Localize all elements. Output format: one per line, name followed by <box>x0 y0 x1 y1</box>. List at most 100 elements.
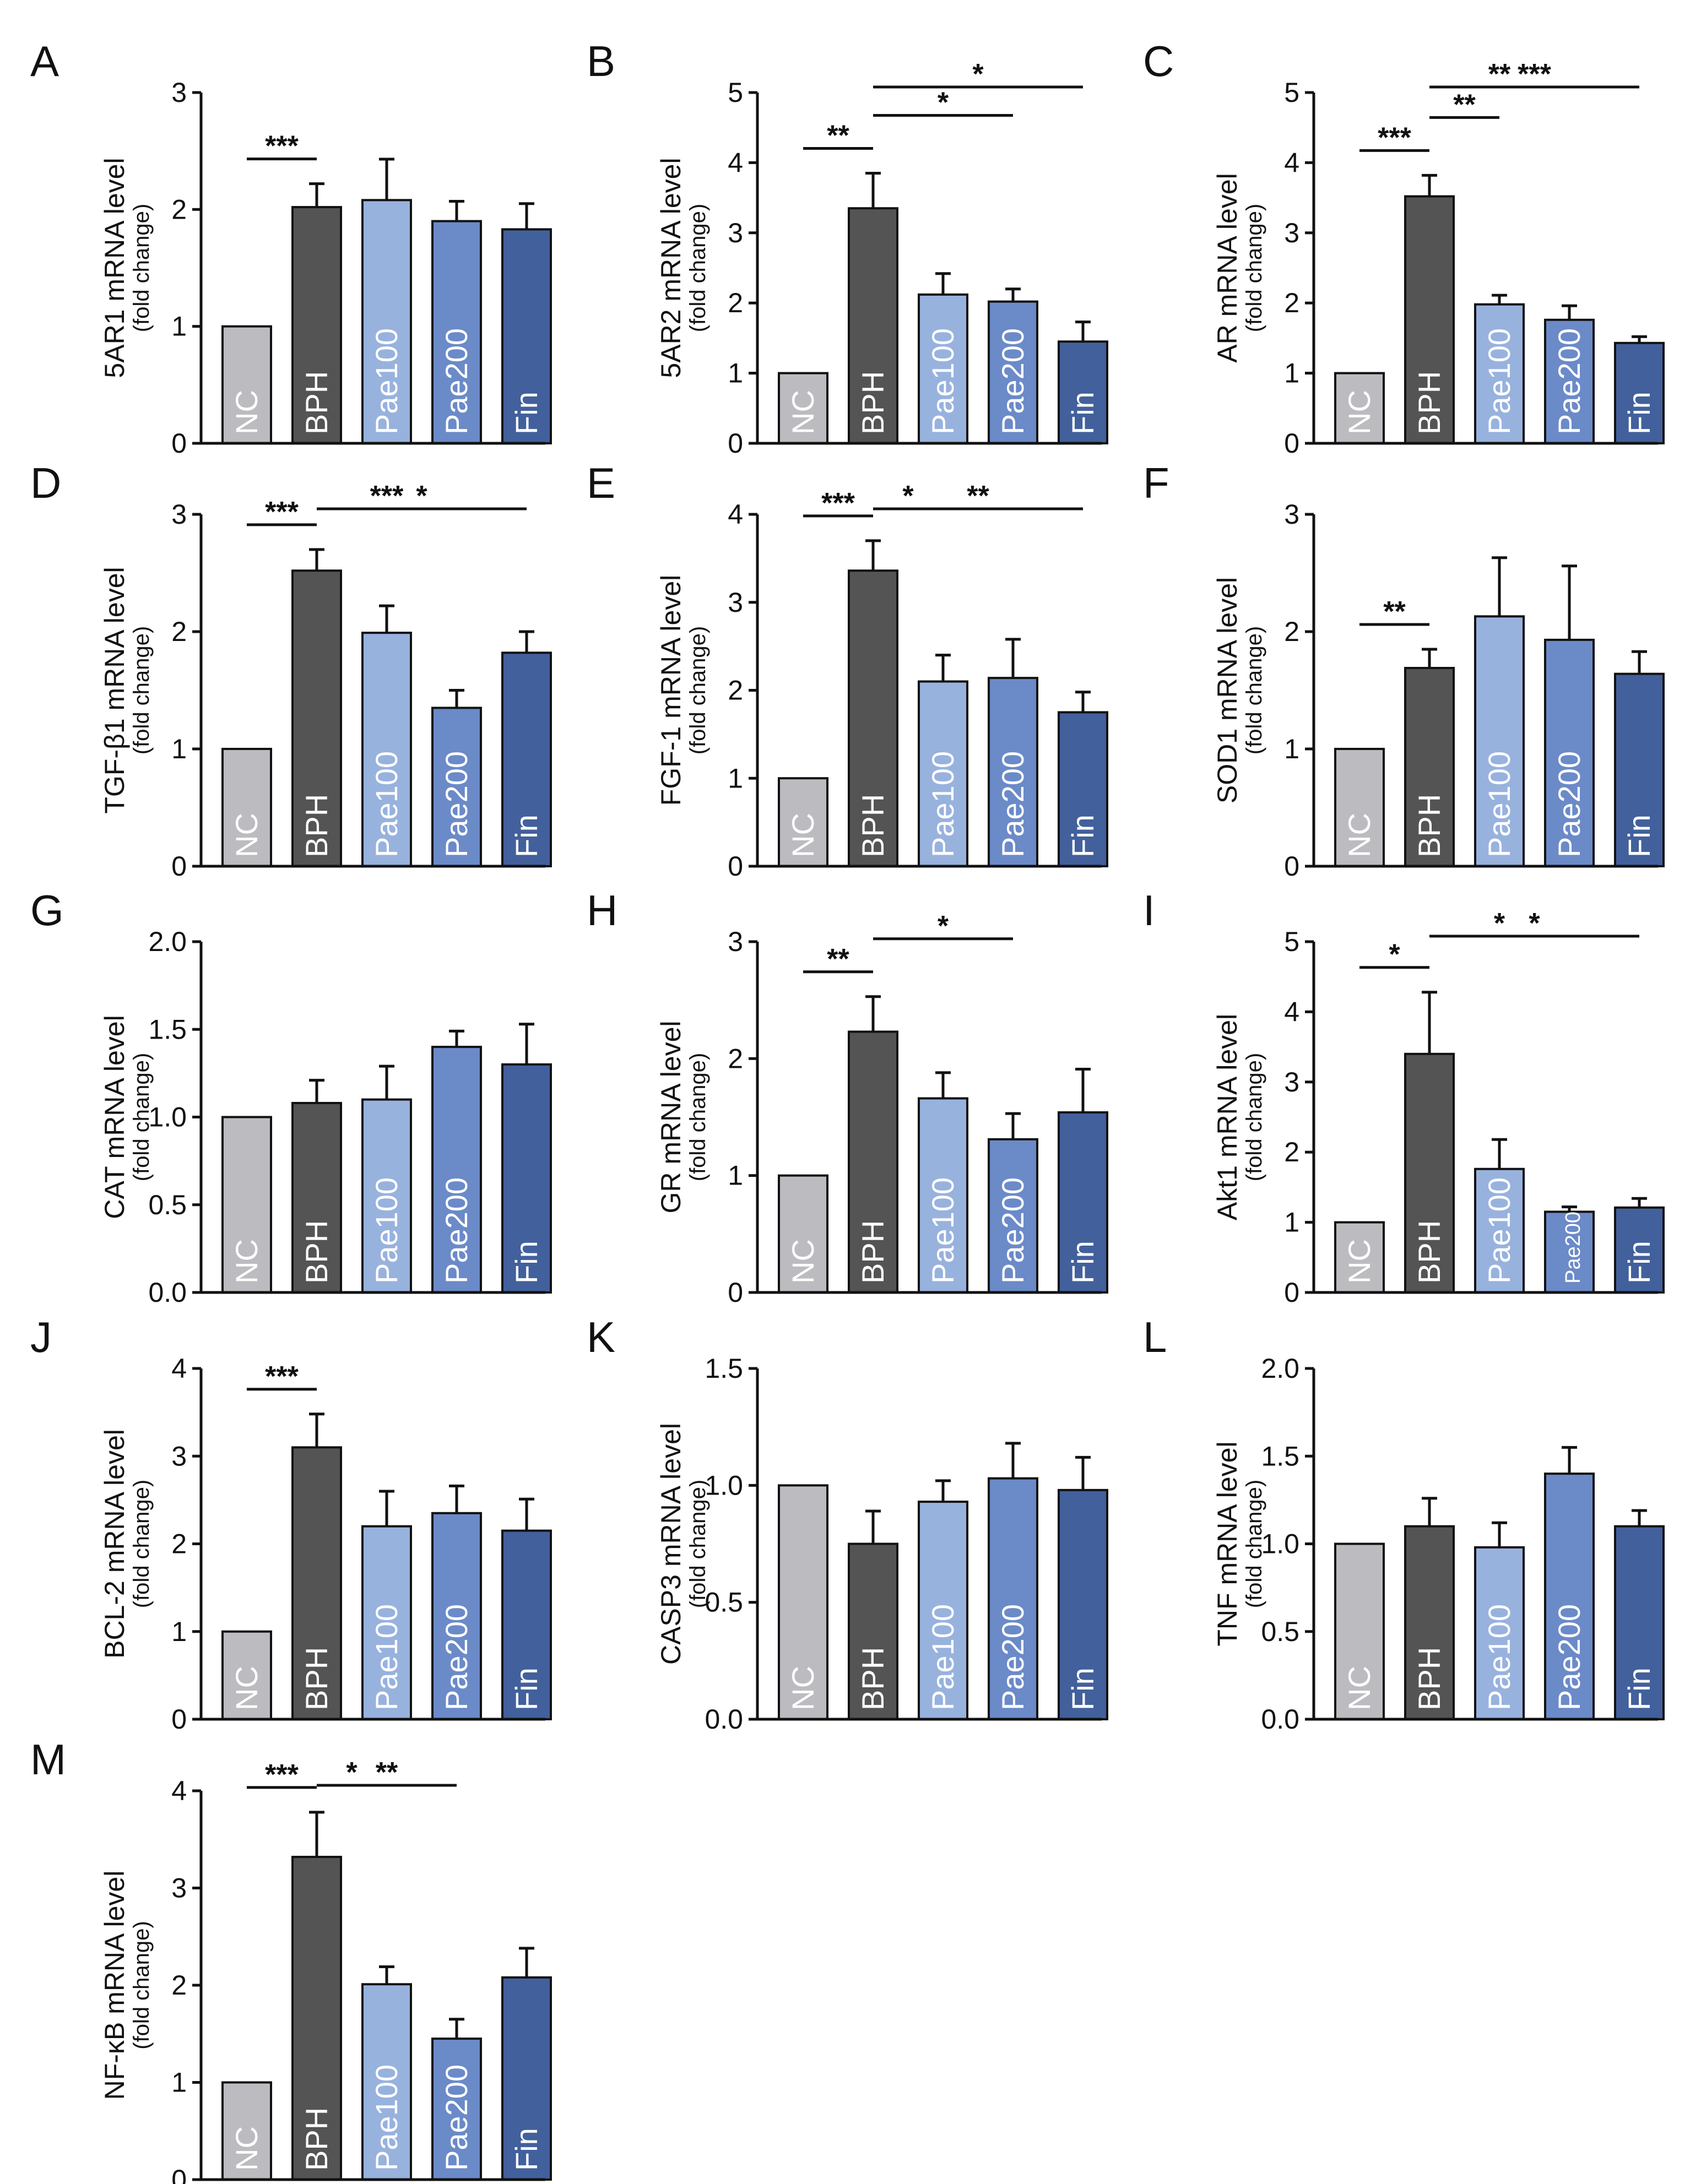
y-tick-label: 0.0 <box>1261 1704 1299 1735</box>
category-label: BPH <box>299 371 334 434</box>
y-tick-label: 0.5 <box>1261 1616 1299 1647</box>
y-axis-sublabel: (fold change) <box>129 1921 154 2049</box>
panel-letter: I <box>1143 886 1155 935</box>
panel-b: B 5AR2 mRNA level (fold change) NC BPH Pae100… <box>587 37 1108 459</box>
bar-nc <box>1334 1542 1385 1720</box>
category-label: Pae200 <box>995 1604 1030 1710</box>
category-label: Pae100 <box>369 2065 404 2171</box>
significance-label: * <box>902 480 914 512</box>
y-tick-label: 5 <box>1284 926 1299 957</box>
bar-nc <box>221 325 272 445</box>
bar-nc <box>221 1116 272 1294</box>
category-label: Pae200 <box>1552 751 1586 857</box>
panel-d: D TGF-β1 mRNA level (fold change) NC BPH Pae1… <box>30 459 552 882</box>
y-tick-label: 1 <box>171 1616 187 1647</box>
significance-label: *** <box>1518 58 1551 90</box>
y-tick-label: 4 <box>728 499 743 530</box>
y-tick-label: 2 <box>728 287 743 318</box>
category-label: NC <box>229 813 264 857</box>
category-label: BPH <box>855 794 890 857</box>
y-tick-label: 1 <box>1284 734 1299 764</box>
y-tick-label: 0 <box>728 851 743 882</box>
significance-label: *** <box>821 487 855 519</box>
y-tick-label: 2.0 <box>1261 1353 1299 1384</box>
y-tick-label: 3 <box>728 587 743 618</box>
y-axis-sublabel: (fold change) <box>686 1480 710 1608</box>
y-tick-label: 1.5 <box>1261 1441 1299 1471</box>
bar-pae200 <box>988 677 1038 867</box>
y-tick-label: 1 <box>728 358 743 389</box>
bar-bph <box>291 1446 342 1720</box>
category-label: Pae100 <box>369 1177 404 1284</box>
y-tick-label: 3 <box>728 218 743 248</box>
category-label: Pae100 <box>925 751 960 857</box>
y-axis-sublabel: (fold change) <box>129 1480 154 1608</box>
category-label: Fin <box>509 1667 544 1710</box>
y-tick-label: 1 <box>1284 358 1299 389</box>
significance-label: ** <box>1383 596 1406 628</box>
bar-nc <box>1334 372 1385 444</box>
y-tick-label: 4 <box>1284 996 1299 1027</box>
category-label: NC <box>229 1666 264 1710</box>
category-label: Fin <box>1065 814 1100 857</box>
category-label: Fin <box>1065 392 1100 434</box>
y-tick-label: 1.0 <box>1261 1529 1299 1560</box>
bar-pae100 <box>1474 1167 1525 1294</box>
category-label: BPH <box>1412 371 1447 434</box>
category-label: BPH <box>299 2107 334 2171</box>
category-label: Fin <box>509 392 544 434</box>
y-axis-label: CAT mRNA level <box>99 1015 130 1219</box>
y-tick-label: 0 <box>171 1704 187 1735</box>
category-label: BPH <box>855 371 890 434</box>
category-label: NC <box>786 1239 820 1284</box>
y-axis-label: 5AR2 mRNA level <box>656 157 686 378</box>
y-tick-label: 2 <box>171 1970 187 2001</box>
y-tick-label: 3 <box>728 926 743 957</box>
y-tick-label: 1 <box>728 1160 743 1191</box>
category-label: Fin <box>1622 814 1656 857</box>
category-label: BPH <box>299 1647 334 1710</box>
y-tick-label: 1.0 <box>705 1470 743 1501</box>
y-tick-label: 5 <box>1284 77 1299 108</box>
significance-label: * <box>972 58 984 90</box>
category-label: Fin <box>509 1241 544 1284</box>
y-tick-label: 2 <box>728 675 743 706</box>
panel-c: C AR mRNA level (fold change) NC BPH Pae100 Pa… <box>1143 37 1665 459</box>
panel-letter: D <box>30 459 61 507</box>
category-label: BPH <box>1412 1220 1447 1284</box>
y-tick-label: 3 <box>1284 218 1299 248</box>
y-tick-label: 3 <box>171 1441 187 1471</box>
y-tick-label: 2 <box>1284 287 1299 318</box>
category-label: NC <box>229 2126 264 2171</box>
category-label: Pae100 <box>1482 1177 1516 1284</box>
y-tick-label: 0.0 <box>705 1704 743 1735</box>
y-tick-label: 0 <box>728 428 743 459</box>
bar-fin <box>1058 1111 1108 1294</box>
y-tick-label: 1.5 <box>148 1014 187 1045</box>
significance-label: *** <box>265 496 299 528</box>
y-axis-sublabel: (fold change) <box>686 626 710 754</box>
category-label: Pae100 <box>369 1604 404 1710</box>
significance-label: ** <box>827 120 849 152</box>
panel-letter: B <box>587 37 615 85</box>
panel-letter: C <box>1143 37 1174 85</box>
y-axis-label: NF-κB mRNA level <box>99 1871 130 2100</box>
panel-letter: J <box>30 1313 52 1361</box>
significance-label: *** <box>265 1759 299 1791</box>
panel-letter: L <box>1143 1313 1167 1361</box>
y-tick-label: 3 <box>1284 1067 1299 1098</box>
y-tick-label: 2 <box>1284 1137 1299 1167</box>
y-tick-label: 2 <box>728 1043 743 1074</box>
y-axis-label: Akt1 mRNA level <box>1212 1014 1243 1220</box>
bar-fin <box>501 228 552 444</box>
y-axis-sublabel: (fold change) <box>129 626 154 754</box>
y-tick-label: 2.0 <box>148 926 187 957</box>
category-label: Fin <box>509 2128 544 2171</box>
panel-h: H GR mRNA level (fold change) NC BPH Pae100 Pa… <box>587 886 1108 1308</box>
panel-letter: A <box>30 37 59 85</box>
y-axis-sublabel: (fold change) <box>129 204 154 332</box>
bar-pae100 <box>361 1098 412 1294</box>
panel-f: F SOD1 mRNA level (fold change) NC BPH Pae100… <box>1143 459 1665 882</box>
bar-nc <box>778 1174 828 1294</box>
panel-j: J BCL-2 mRNA level (fold change) NC BPH Pae10… <box>30 1313 552 1735</box>
